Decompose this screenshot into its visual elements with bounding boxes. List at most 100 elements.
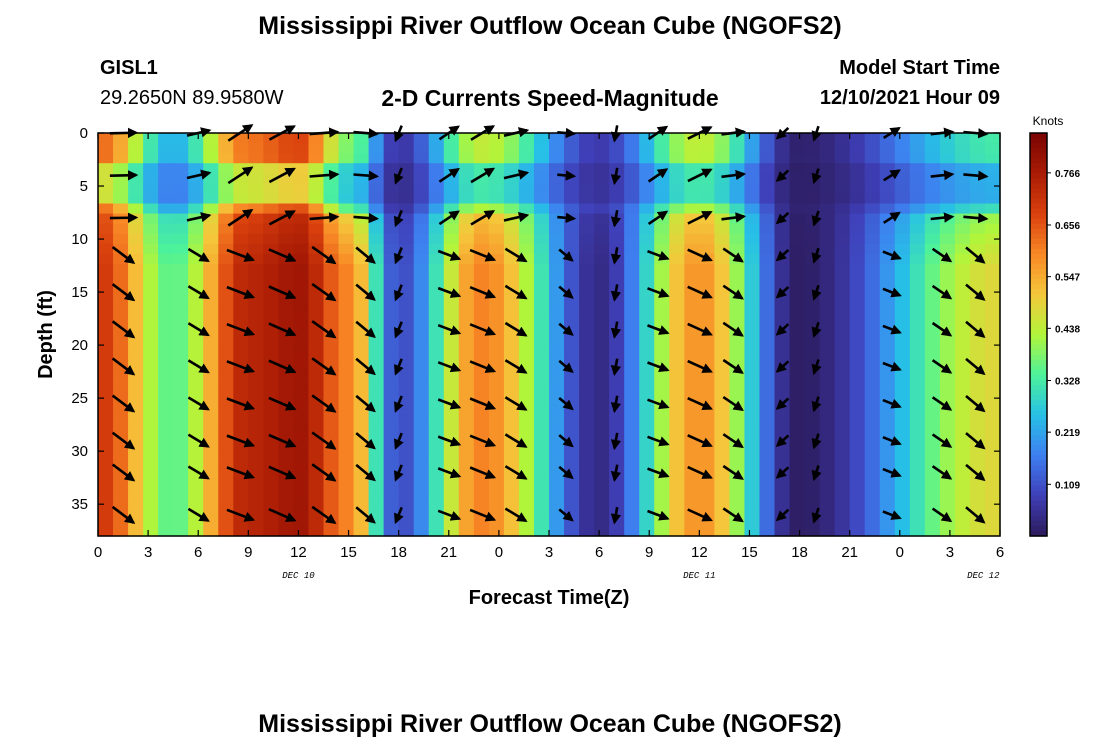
heatmap-cell bbox=[263, 354, 279, 366]
heatmap-cell bbox=[473, 374, 490, 386]
heatmap-cell bbox=[624, 314, 640, 326]
current-vector bbox=[226, 285, 256, 299]
heatmap-cell bbox=[98, 394, 114, 406]
heatmap-cell bbox=[579, 324, 595, 336]
heatmap-cell bbox=[398, 173, 415, 184]
heatmap-cell bbox=[609, 485, 625, 497]
heatmap-cell bbox=[368, 364, 385, 376]
heatmap-cell bbox=[849, 243, 866, 255]
heatmap-cell bbox=[383, 415, 400, 426]
heatmap-cell bbox=[293, 223, 310, 235]
heatmap-cell bbox=[939, 263, 956, 275]
heatmap-cell bbox=[594, 314, 610, 326]
current-vector bbox=[438, 210, 460, 226]
heatmap-cell bbox=[909, 294, 926, 305]
current-vector bbox=[355, 506, 376, 524]
heatmap-cell bbox=[158, 344, 174, 356]
heatmap-cell bbox=[398, 314, 415, 326]
heatmap-cell bbox=[203, 253, 219, 265]
colorbar-segment bbox=[1030, 193, 1047, 200]
current-vector bbox=[437, 249, 462, 261]
heatmap-cell bbox=[984, 193, 1001, 205]
heatmap-cell bbox=[954, 374, 971, 386]
heatmap-cell bbox=[383, 173, 400, 184]
heatmap-cell bbox=[428, 284, 445, 295]
heatmap-cell bbox=[398, 213, 415, 225]
heatmap-cell bbox=[879, 525, 896, 537]
heatmap-cell bbox=[834, 394, 851, 406]
heatmap-cell bbox=[969, 495, 986, 507]
colorbar-segment bbox=[1030, 304, 1047, 310]
colorbar-segment bbox=[1030, 248, 1047, 255]
heatmap-cell bbox=[128, 223, 144, 235]
heatmap-cell bbox=[579, 334, 595, 346]
heatmap-cell bbox=[428, 394, 445, 406]
heatmap-cell bbox=[278, 425, 295, 436]
heatmap-cell bbox=[458, 334, 475, 346]
heatmap-cell bbox=[98, 445, 114, 456]
heatmap-cell bbox=[549, 344, 565, 356]
colorbar-segment bbox=[1030, 258, 1047, 265]
heatmap-cell bbox=[113, 415, 129, 426]
heatmap-cell bbox=[594, 163, 610, 174]
heatmap-cell bbox=[984, 183, 1001, 195]
heatmap-cell bbox=[639, 455, 655, 467]
heatmap-cell bbox=[338, 344, 355, 356]
heatmap-cell bbox=[218, 294, 234, 305]
heatmap-cell bbox=[203, 374, 219, 386]
heatmap-cell bbox=[323, 284, 340, 295]
heatmap-cell bbox=[894, 153, 911, 164]
heatmap-cell bbox=[819, 274, 836, 285]
heatmap-cell bbox=[518, 485, 535, 497]
heatmap-cell bbox=[218, 354, 234, 366]
heatmap-cell bbox=[624, 354, 640, 366]
heatmap-cell bbox=[654, 525, 670, 537]
heatmap-cell bbox=[533, 384, 550, 396]
heatmap-cell bbox=[684, 294, 700, 305]
heatmap-cell bbox=[248, 495, 264, 507]
heatmap-cell bbox=[323, 243, 340, 255]
heatmap-cell bbox=[699, 354, 715, 366]
heatmap-cell bbox=[789, 405, 806, 416]
heatmap-cell bbox=[368, 425, 385, 436]
heatmap-cell bbox=[203, 233, 219, 245]
heatmap-cell bbox=[624, 143, 640, 154]
current-vector bbox=[722, 284, 744, 300]
heatmap-cell bbox=[398, 405, 415, 416]
heatmap-cell bbox=[789, 465, 806, 477]
heatmap-cell bbox=[338, 274, 355, 285]
heatmap-cell bbox=[338, 213, 355, 225]
heatmap-cell bbox=[518, 263, 535, 275]
heatmap-cell bbox=[203, 525, 219, 537]
heatmap-cell bbox=[458, 394, 475, 406]
heatmap-cell bbox=[383, 263, 400, 275]
heatmap-cell bbox=[834, 344, 851, 356]
heatmap-cell bbox=[293, 233, 310, 245]
heatmap-cell bbox=[503, 405, 520, 416]
colorbar-segment bbox=[1030, 520, 1047, 527]
heatmap-cell bbox=[879, 495, 896, 507]
current-vector bbox=[931, 465, 953, 480]
heatmap-cell bbox=[804, 515, 821, 527]
current-vector bbox=[687, 285, 713, 299]
heatmap-cell bbox=[173, 203, 189, 215]
heatmap-cell bbox=[699, 233, 715, 245]
heatmap-cell bbox=[789, 334, 806, 346]
heatmap-cell bbox=[954, 233, 971, 245]
heatmap-cell bbox=[158, 284, 174, 295]
heatmap-cell bbox=[624, 495, 640, 507]
heatmap-cell bbox=[789, 294, 806, 305]
heatmap-cell bbox=[263, 253, 279, 265]
heatmap-cell bbox=[518, 394, 535, 406]
heatmap-cell bbox=[128, 364, 144, 376]
heatmap-cell bbox=[699, 405, 715, 416]
heatmap-cell bbox=[278, 263, 295, 275]
heatmap-cell bbox=[413, 495, 430, 507]
heatmap-cell bbox=[789, 384, 806, 396]
heatmap-cell bbox=[729, 183, 746, 195]
heatmap-cell bbox=[744, 284, 761, 295]
heatmap-cell bbox=[819, 334, 836, 346]
heatmap-cell bbox=[729, 153, 746, 164]
heatmap-cell bbox=[624, 384, 640, 396]
heatmap-cell bbox=[443, 415, 460, 426]
